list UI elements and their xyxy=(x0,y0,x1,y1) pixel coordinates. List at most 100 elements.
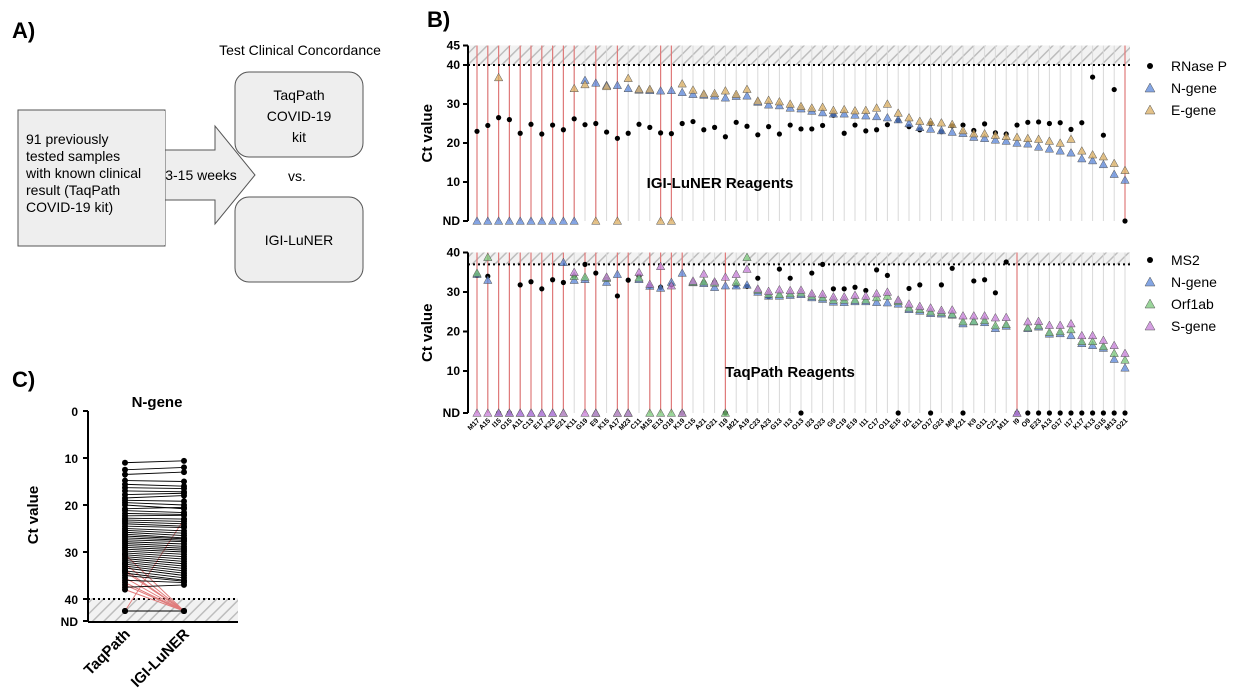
luner-point-e-gene xyxy=(850,105,860,115)
samples-box-line: with known clinical xyxy=(25,165,141,181)
ngene-chart-title: N-gene xyxy=(132,394,183,411)
luner-point-e-gene xyxy=(796,101,806,110)
taq-point-ms2 xyxy=(906,285,912,292)
ngene-pair-line xyxy=(124,558,185,565)
luner-point-e-gene xyxy=(1055,138,1065,147)
taq-point-ms2 xyxy=(874,267,880,273)
taq-point-s-gene xyxy=(720,272,731,281)
luner-point-rnase-p xyxy=(496,115,502,121)
ngene-pair-line xyxy=(124,541,185,545)
taq-point-s-gene xyxy=(493,408,504,417)
luner-point-e-gene xyxy=(936,118,947,127)
taq-point-s-gene xyxy=(1044,320,1055,329)
taq-point-orf1ab xyxy=(979,315,990,325)
luner-point-n-gene xyxy=(1109,169,1119,178)
luner-point-e-gene xyxy=(645,84,655,93)
luner-point-rnase-p xyxy=(636,121,642,127)
taq-point-orf1ab xyxy=(1087,336,1098,345)
samples-box-line: result (TaqPath xyxy=(26,182,120,198)
taq-point-ms2 xyxy=(1046,410,1052,416)
luner-point-e-gene xyxy=(947,119,957,128)
taq-point-s-gene xyxy=(483,408,493,417)
taq-sample-label: K21 xyxy=(953,417,967,431)
taq-point-s-gene xyxy=(958,310,968,320)
taq-point-s-gene xyxy=(774,284,785,294)
luner-point-e-gene xyxy=(591,216,601,225)
arrow-label: 3-15 weeks xyxy=(165,167,237,183)
taq-sample-label: G9 xyxy=(826,417,838,429)
luner-point-rnase-p xyxy=(625,130,631,136)
taq-point-s-gene xyxy=(558,408,569,417)
luner-point-e-gene xyxy=(915,116,925,125)
luner-point-e-gene xyxy=(655,216,666,225)
taq-point-s-gene xyxy=(1023,316,1033,326)
luner-point-e-gene xyxy=(699,89,709,98)
taq-point-s-gene xyxy=(699,269,709,278)
luner-point-n-gene xyxy=(1033,142,1044,151)
taq-point-s-gene xyxy=(742,264,752,273)
taq-point-orf1ab xyxy=(1055,326,1065,336)
luner-point-rnase-p xyxy=(658,130,664,136)
luner-point-e-gene xyxy=(1098,151,1109,161)
taq-point-ms2 xyxy=(884,272,891,279)
ngene-pair-line xyxy=(124,480,185,482)
luner-point-e-gene xyxy=(1001,131,1011,140)
luner-point-e-gene xyxy=(1087,149,1098,159)
taq-point-s-gene xyxy=(1055,320,1065,329)
luner-point-n-gene xyxy=(850,110,860,119)
luner-point-n-gene xyxy=(839,109,849,118)
luner-point-rnase-p xyxy=(874,127,880,133)
luner-point-e-gene xyxy=(785,99,795,108)
ngene-pair-line xyxy=(124,466,185,471)
luner-point-rnase-p xyxy=(1090,74,1096,80)
taqpath-box-text: TaqPath COVID-19 kit xyxy=(267,87,332,145)
taq-point-n-gene xyxy=(709,282,720,291)
ngene-discordant-pair-line xyxy=(124,577,185,612)
luner-point-rnase-p xyxy=(550,122,556,128)
ngene-pair-line xyxy=(124,539,185,543)
samples-box-fill xyxy=(19,111,165,245)
taq-sample-label: O23 xyxy=(813,417,827,431)
luner-point-e-gene xyxy=(979,128,990,138)
ngene-pair-line xyxy=(124,487,185,489)
taq-sample-label: I23 xyxy=(804,417,816,429)
taq-point-s-gene xyxy=(709,277,720,286)
taq-chart-title: TaqPath Reagents xyxy=(725,364,855,381)
taq-point-ms2 xyxy=(938,282,945,288)
taq-sample-label: I17 xyxy=(1064,417,1076,429)
taq-point-s-gene xyxy=(655,261,666,270)
taq-point-ms2 xyxy=(625,277,631,283)
taq-point-s-gene xyxy=(472,408,482,417)
taq-sample-label: I21 xyxy=(902,417,914,429)
luner-point-n-gene xyxy=(817,107,828,117)
taq-point-ms2 xyxy=(1025,410,1031,416)
ngene-point-taqpath xyxy=(122,581,128,588)
taq-point-s-gene xyxy=(1001,312,1011,321)
luner-point-rnase-p xyxy=(1036,119,1042,125)
taq-sample-label: G19 xyxy=(575,417,589,431)
taq-point-orf1ab xyxy=(947,309,957,318)
ngene-pair-line xyxy=(124,537,185,541)
taq-point-s-gene xyxy=(569,267,579,276)
taq-point-s-gene xyxy=(601,272,612,281)
luner-point-e-gene xyxy=(753,96,763,105)
taq-sample-label: M11 xyxy=(996,417,1010,431)
taq-point-s-gene xyxy=(861,291,871,300)
luner-point-e-gene xyxy=(569,83,579,93)
luner-point-n-gene xyxy=(925,124,936,133)
ngene-y-axis-title: Ct value xyxy=(25,486,42,544)
ngene-pair-line xyxy=(124,529,185,534)
luner-box xyxy=(234,196,364,283)
taq-y-tick-label: 10 xyxy=(447,364,461,378)
luner-point-e-gene xyxy=(925,117,936,126)
luner-point-rnase-p xyxy=(787,122,793,128)
taq-point-s-gene xyxy=(753,284,763,293)
taq-point-ms2 xyxy=(560,279,567,286)
luner-point-rnase-p xyxy=(1025,119,1031,125)
luner-point-rnase-p xyxy=(528,121,534,127)
ngene-pair-line xyxy=(124,546,185,551)
taq-point-s-gene xyxy=(526,408,536,417)
luner-point-n-gene xyxy=(742,91,752,100)
taq-sample-label: I19 xyxy=(718,417,730,429)
